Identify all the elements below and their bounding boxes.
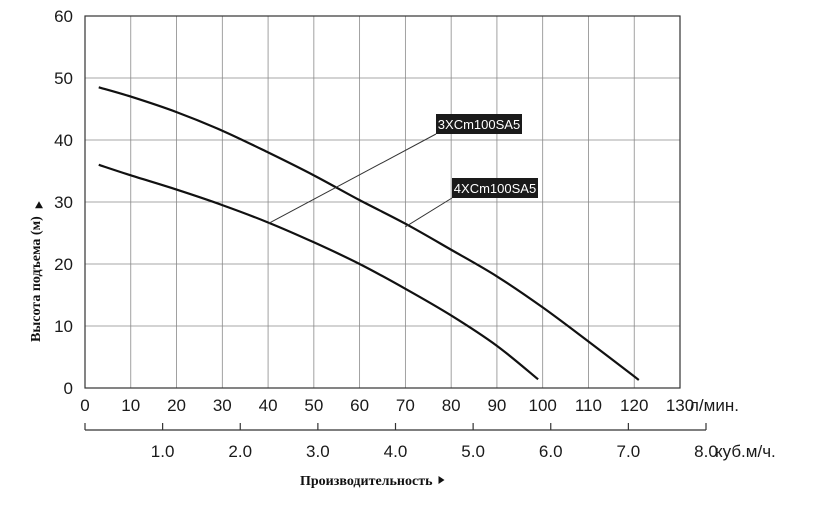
series-label: 4XCm100SA5 [452,178,538,198]
y-axis-title-arrow-icon [35,201,43,209]
y-tick-label: 30 [54,193,73,212]
y-axis-title: Высота подъема (м) [29,216,44,342]
plot-frame [84,15,681,389]
x-tick-label: 70 [396,396,415,415]
y-tick-label: 50 [54,69,73,88]
y-tick-label: 60 [54,7,73,26]
x2-tick-label: 1.0 [151,442,175,461]
curves [98,86,640,381]
x2-axis: 1.0 2.0 3.0 4.0 5.0 6.0 7.0 8.0 [84,423,718,461]
x-tick-label: 30 [213,396,232,415]
x-tick-label: 80 [442,396,461,415]
x-tick-label: 10 [121,396,140,415]
series-label: 3XCm100SA5 [436,114,522,134]
x-axis-unit: л/мин. [689,396,739,415]
leader-line [267,133,437,225]
y-tick-label: 10 [54,317,73,336]
y-axis-ticks: 0 10 20 30 40 50 60 [54,7,73,398]
x2-tick-label: 3.0 [306,442,330,461]
x-tick-label: 20 [167,396,186,415]
series-line [98,163,539,381]
x-tick-label: 40 [259,396,278,415]
x2-tick-label: 7.0 [617,442,641,461]
leader-line [405,197,453,228]
leader-lines [267,133,453,228]
y-tick-label: 40 [54,131,73,150]
y-tick-label: 20 [54,255,73,274]
x2-tick-label: 8.0 [694,442,718,461]
x-tick-label: 60 [350,396,369,415]
y-tick-label: 0 [64,379,73,398]
x2-tick-label: 2.0 [228,442,252,461]
x2-tick-label: 5.0 [461,442,485,461]
series-label-text: 3XCm100SA5 [438,117,520,132]
x-tick-label: 130 [666,396,694,415]
series-labels: 3XCm100SA5 4XCm100SA5 [436,114,538,198]
series-label-text: 4XCm100SA5 [454,181,536,196]
x-axis-title-arrow-icon [438,476,445,484]
series-label-box [436,114,522,134]
x2-tick-label: 4.0 [384,442,408,461]
x-axis-ticks: 0 10 20 30 40 50 60 70 80 90 100 110 120 130 [80,396,694,415]
x2-axis-unit: куб.м/ч. [715,442,776,461]
x-tick-label: 90 [487,396,506,415]
x-axis-title: Производительность [300,474,433,489]
plot-border [84,15,681,389]
series-line [98,86,640,381]
x-tick-label: 120 [620,396,648,415]
x-tick-label: 50 [304,396,323,415]
series-label-box [452,178,538,198]
x2-tick-label: 6.0 [539,442,563,461]
x-tick-label: 100 [529,396,557,415]
grid [85,16,680,388]
x-tick-label: 110 [575,396,602,415]
x-tick-label: 0 [80,396,89,415]
